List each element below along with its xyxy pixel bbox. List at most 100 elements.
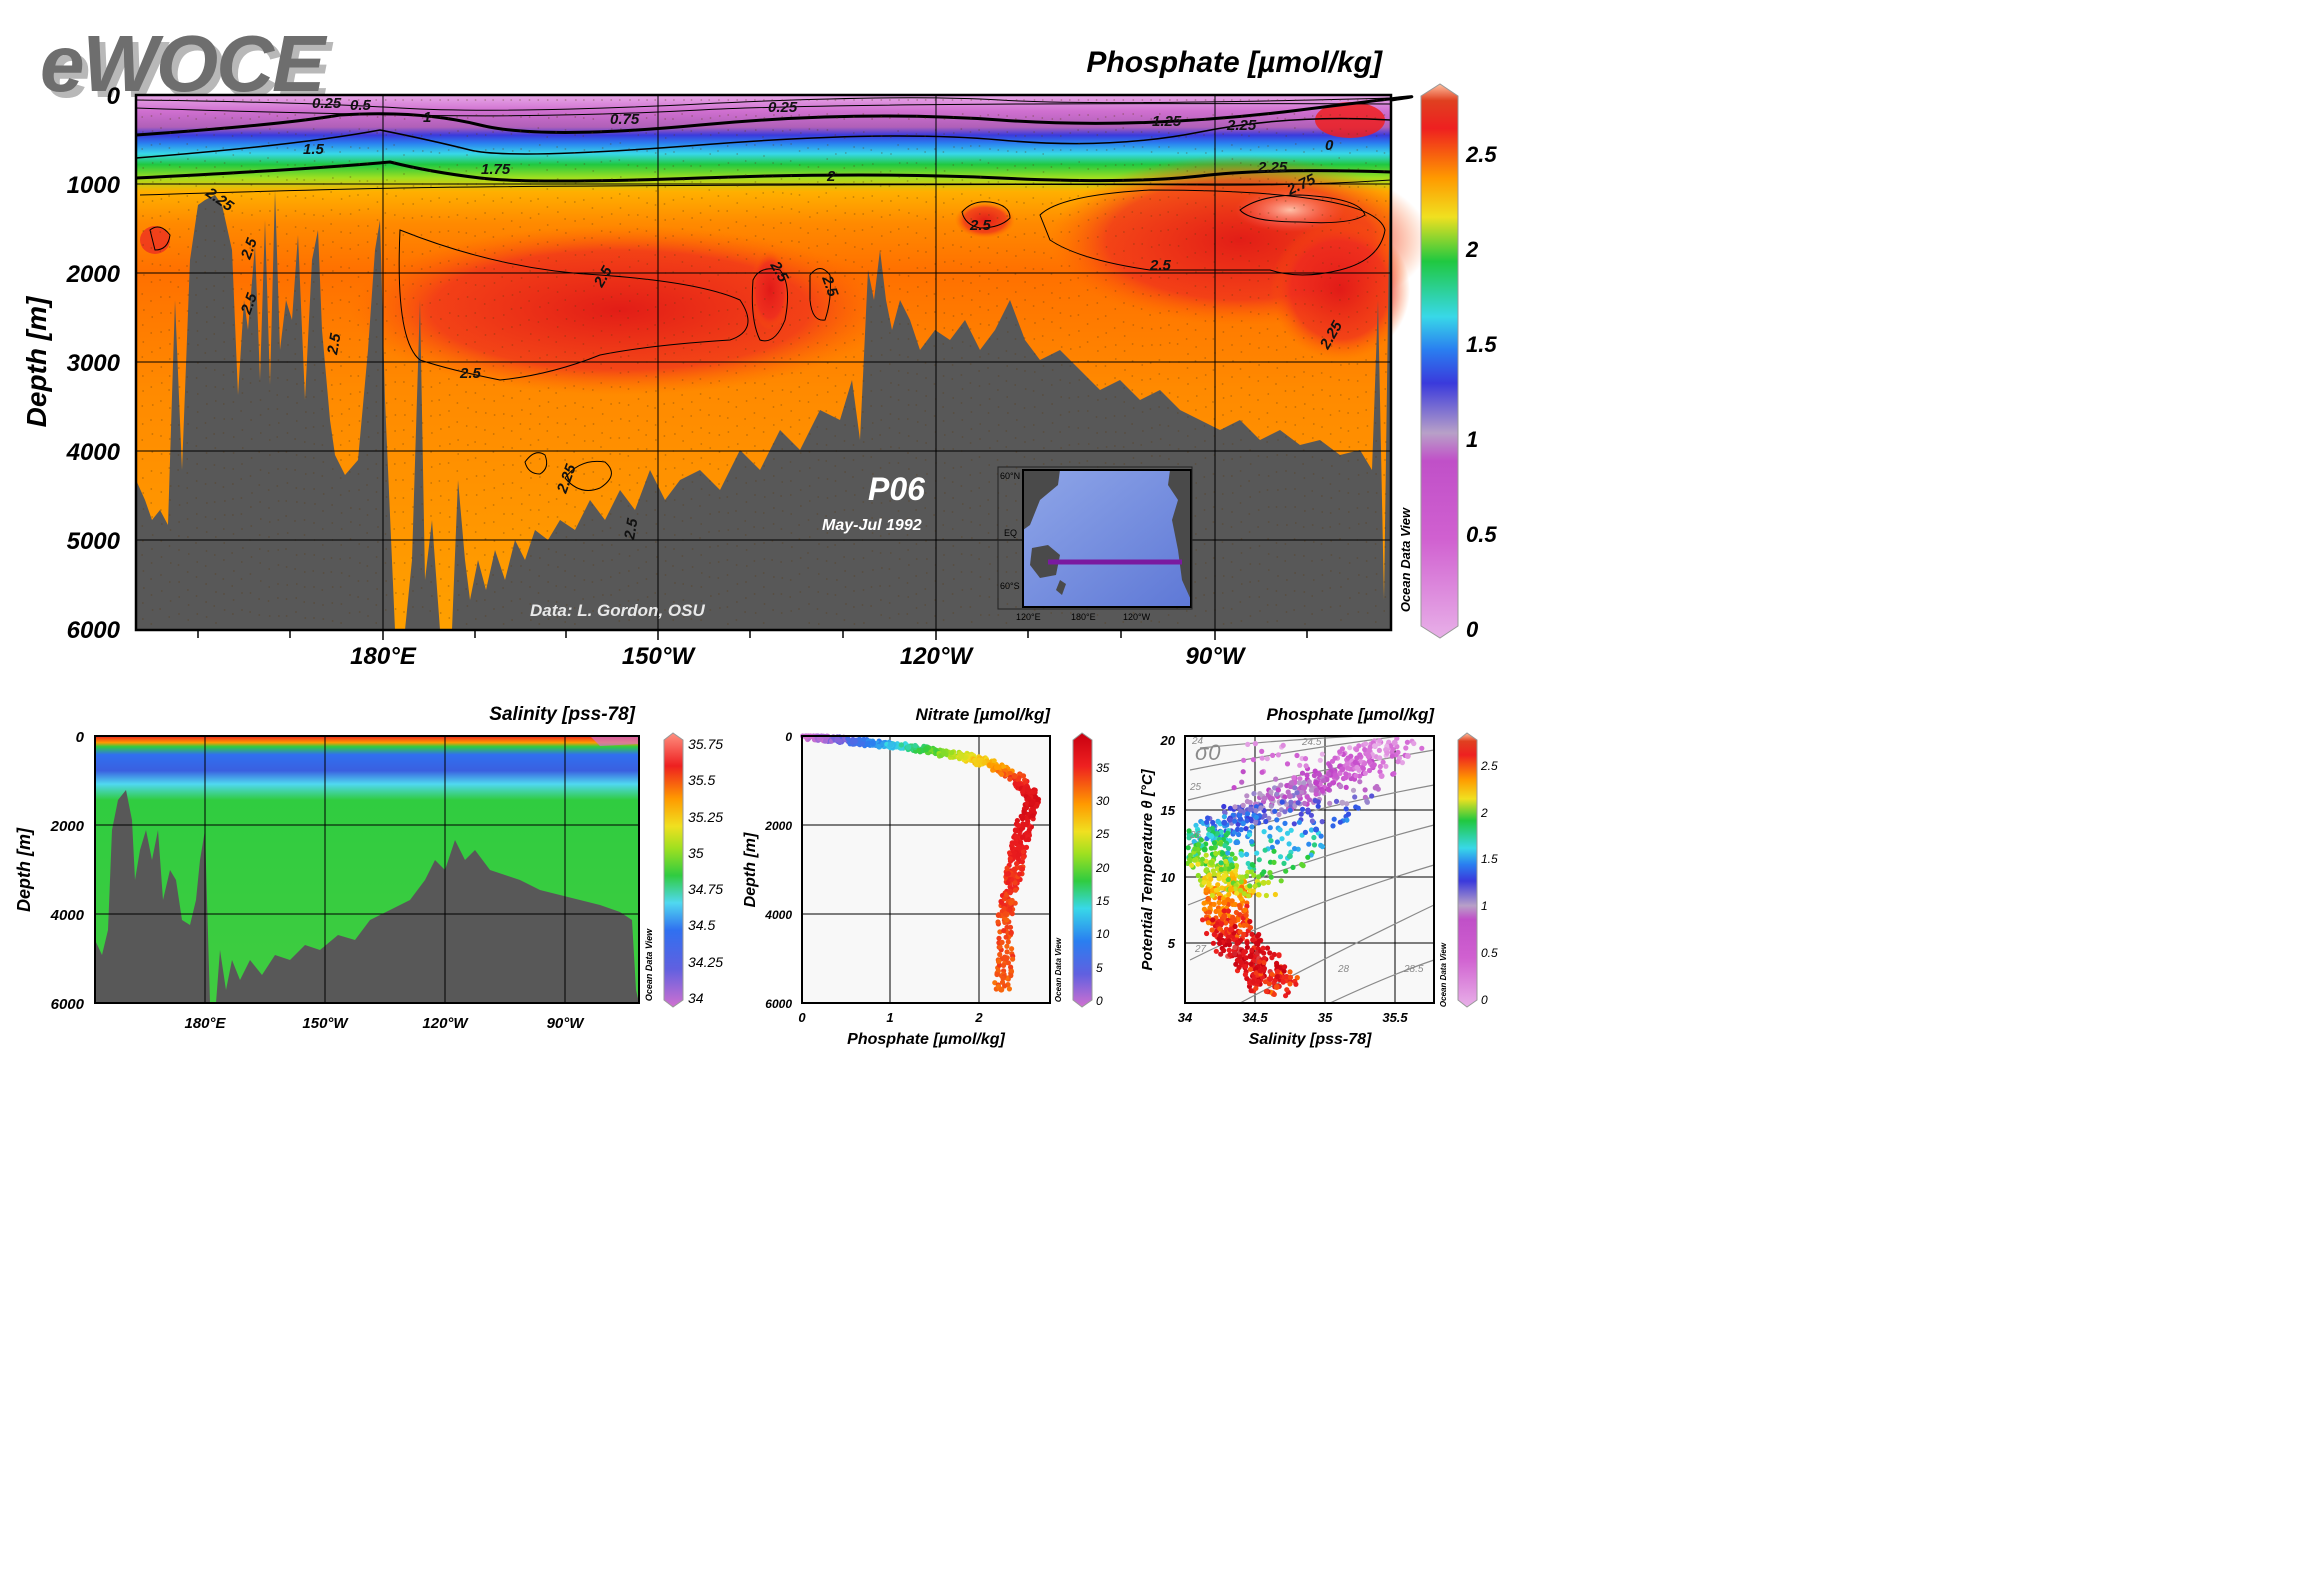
- colorbar-tick: 35.25: [688, 809, 723, 825]
- section-name: P06: [868, 471, 925, 507]
- nitrate-point: [958, 753, 965, 759]
- data-credit: Data: L. Gordon, OSU: [530, 601, 705, 620]
- main-x-minor-ticks: [197, 630, 1308, 640]
- x-tick-label: 1: [886, 1010, 893, 1025]
- colorbar-tick: 10: [1096, 927, 1110, 941]
- brand-logo: eWOCE: [40, 19, 325, 108]
- contour-label: 2.5: [818, 273, 842, 300]
- colorbar-tick: 35.75: [688, 736, 723, 752]
- inset-lon-label: 120°W: [1123, 612, 1151, 622]
- x-tick-label: 34.5: [1242, 1010, 1268, 1025]
- ts-point: [1273, 984, 1280, 990]
- y-tick-label: 0: [785, 730, 792, 744]
- y-tick-label: 0: [76, 729, 85, 746]
- colorbar-tick: 34: [688, 990, 704, 1006]
- contour-label: 1.5: [303, 141, 325, 158]
- odv-credit: Ocean Data View: [1439, 942, 1448, 1007]
- colorbar-tick: 35.5: [688, 772, 715, 788]
- x-tick-label: 90°W: [1186, 643, 1247, 670]
- phosphate-core-east-deep: [1270, 220, 1410, 360]
- contour-label: 0.5: [350, 97, 372, 114]
- contour-label: 2.5: [459, 365, 482, 382]
- nitrate-point: [905, 744, 912, 751]
- y-tick-label: 4000: [50, 907, 85, 924]
- colorbar-tick: 34.25: [688, 954, 723, 970]
- inset-lat-label: 60°N: [1000, 471, 1020, 481]
- inset-land: [1023, 470, 1060, 530]
- colorbar-tick: 25: [1095, 827, 1110, 841]
- nitrate-point: [852, 738, 859, 745]
- nitrate-point: [1011, 866, 1018, 873]
- inset-lon-label: 120°E: [1016, 612, 1041, 622]
- contour-label: 2.25: [1257, 159, 1288, 176]
- contours: [135, 95, 1414, 491]
- ts-point: [1391, 739, 1398, 746]
- ts-title: Phosphate [µmol/kg]: [1266, 705, 1435, 724]
- colorbar-tick: 0: [1481, 993, 1488, 1007]
- ts-point: [1247, 953, 1254, 960]
- nitrate-point: [869, 740, 876, 747]
- contour-label: 2.5: [237, 235, 261, 262]
- colorbar-tick: 15: [1096, 894, 1110, 908]
- contour-label: 2.5: [969, 217, 992, 234]
- nitrate-point: [1016, 844, 1022, 851]
- contour-label: 2: [826, 168, 836, 185]
- nitrate-point: [1007, 888, 1014, 895]
- contour-label: 1.75: [481, 161, 511, 178]
- y-tick-label: 20: [1160, 733, 1176, 748]
- colorbar-tick: 0.5: [1466, 522, 1497, 547]
- y-tick-label: 5000: [67, 528, 121, 555]
- ts-point: [1267, 976, 1274, 982]
- inset-map: 60°N EQ 60°S 120°E 180°E 120°W: [997, 466, 1193, 622]
- colorbar-tick: 1.5: [1481, 852, 1498, 866]
- main-y-axis-label: Depth [m]: [21, 295, 52, 427]
- ts-point: [1260, 966, 1267, 973]
- nitrate-point: [976, 757, 983, 764]
- contour-label: 2.25: [1226, 117, 1257, 134]
- contour-label: 0.25: [312, 95, 342, 112]
- contour-label: 2.5: [621, 517, 642, 542]
- cruise-dates: May-Jul 1992: [822, 517, 922, 534]
- colorbar-tick: 1: [1481, 899, 1488, 913]
- nitrate-point: [887, 741, 894, 748]
- ts-point-cloud: [1185, 735, 1425, 999]
- ts-point: [1227, 926, 1234, 933]
- salinity-grid: [95, 736, 639, 1003]
- x-tick-label: 150°W: [622, 643, 697, 670]
- x-tick-label: 90°W: [547, 1015, 586, 1032]
- nitrate-point: [923, 746, 929, 753]
- isopycnal-label: 24.5: [1301, 737, 1322, 748]
- ts-y-axis-label: Potential Temperature θ [°C]: [1139, 768, 1156, 970]
- salinity-section-plot: [94, 735, 640, 1004]
- x-tick-label: 2: [974, 1010, 983, 1025]
- nitrate-colorbar: 35 30 25 20 15 10 5 0: [1072, 732, 1110, 1008]
- ts-point: [1365, 753, 1372, 759]
- isopycnal-label: 26: [1189, 830, 1202, 841]
- ts-point: [1378, 773, 1385, 779]
- contour-label: 0.25: [768, 99, 798, 116]
- main-section-plot: 0.25 0.5 0.25 0.75 1 1.25 1.5 1.75 2 2.2…: [134, 93, 1430, 632]
- nitrate-point: [1011, 773, 1018, 779]
- contour-label: 2.5: [324, 332, 345, 357]
- x-tick-label: 0: [798, 1010, 806, 1025]
- colorbar-tick: 2.5: [1465, 142, 1497, 167]
- x-tick-label: 120°W: [422, 1015, 469, 1032]
- ts-point: [1208, 859, 1215, 866]
- y-tick-label: 4000: [66, 439, 121, 466]
- inset-lat-label: 60°S: [1000, 581, 1020, 591]
- nitrate-scatter-plot: [800, 733, 1051, 1004]
- ts-point: [1404, 753, 1411, 759]
- colorbar-tick: 0: [1096, 994, 1103, 1008]
- colorbar-tick: 2.5: [1480, 759, 1498, 773]
- contour-label: 1.25: [1152, 113, 1182, 130]
- ts-point: [1221, 899, 1228, 906]
- colorbar-tick: 2: [1465, 237, 1479, 262]
- x-tick-label: 120°W: [900, 643, 975, 670]
- y-tick-label: 2000: [764, 819, 792, 833]
- inset-lat-label: EQ: [1004, 528, 1017, 538]
- ts-point: [1208, 833, 1215, 840]
- colorbar-tick: 35: [688, 845, 704, 861]
- x-tick-label: 35: [1318, 1010, 1333, 1025]
- nitrate-point: [940, 749, 947, 756]
